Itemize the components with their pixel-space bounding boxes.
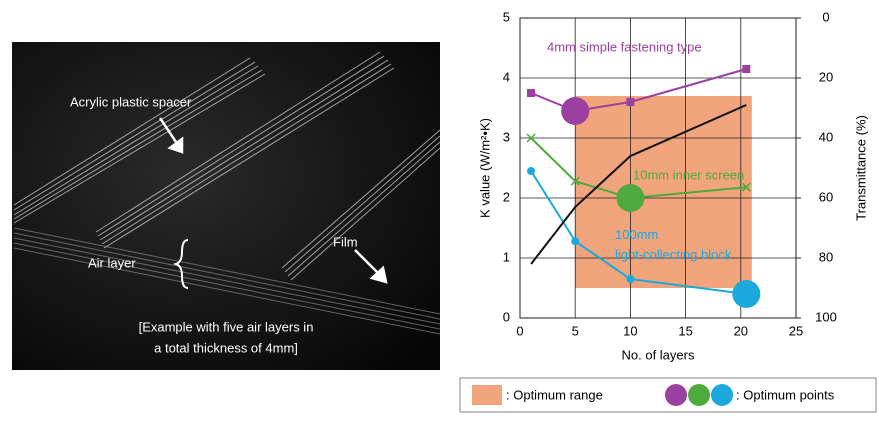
arrows <box>158 117 388 284</box>
legend-swatch <box>472 385 502 405</box>
x-tick-label: 20 <box>734 323 748 338</box>
legend-swatch <box>688 384 710 406</box>
y-tick-label: 0 <box>503 309 510 324</box>
chart: 0 5 10 15 20 25 0 1 2 3 4 5 0 20 40 60 80 100 No. of layer… <box>477 9 868 362</box>
x-tick-label: 5 <box>572 323 579 338</box>
marker <box>741 182 751 192</box>
series-line <box>530 68 747 113</box>
photo-label: Acrylic plastic spacer <box>70 94 192 109</box>
marker <box>571 237 580 246</box>
y-tick-label: 3 <box>503 129 510 144</box>
marker <box>526 133 536 143</box>
y-tick-label: 1 <box>503 249 510 264</box>
series-label-line: 100mm <box>615 227 658 242</box>
marker <box>570 176 580 186</box>
photo-label: Air layer <box>88 255 136 270</box>
optimum-range <box>575 96 752 288</box>
optimum-point <box>732 280 761 308</box>
photo-caption: a total thickness of 4mm] <box>154 340 298 355</box>
optimum-point <box>561 97 590 125</box>
y2-tick-label: 20 <box>819 69 833 84</box>
legend-swatch <box>711 384 733 406</box>
series-line <box>530 170 747 295</box>
y-tick-label: 2 <box>503 189 510 204</box>
y2-tick-label: 60 <box>819 189 833 204</box>
y2-axis-label: Transmittance (%) <box>853 115 868 221</box>
y2-tick-label: 100 <box>815 309 837 324</box>
marker <box>626 98 635 106</box>
y2-tick-label: 40 <box>819 129 833 144</box>
series-line <box>530 137 747 200</box>
marker <box>626 275 635 283</box>
series-label: 10mm inner screen <box>633 167 744 182</box>
y2-tick-label: 80 <box>819 249 833 264</box>
x-axis-label: No. of layers <box>622 347 695 362</box>
series-label: 4mm simple fastening type <box>547 39 702 54</box>
legend-label: : Optimum range <box>506 387 603 402</box>
spacers <box>13 51 441 281</box>
y-tick-label: 5 <box>503 9 510 24</box>
x-tick-label: 15 <box>678 323 692 338</box>
marker <box>527 89 536 97</box>
marker <box>742 65 751 73</box>
series-label: 100mm light-collecting block <box>615 227 732 262</box>
photo: Acrylic plastic spacer Air layer Film [E… <box>12 42 441 370</box>
plot-frame <box>519 17 797 319</box>
y2-tick-label: 0 <box>822 9 829 24</box>
x-tick-label: 25 <box>789 323 803 338</box>
films <box>13 227 441 335</box>
x-tick-label: 10 <box>623 323 637 338</box>
y-tick-label: 4 <box>503 69 510 84</box>
photo-caption: [Example with five air layers in <box>139 319 314 334</box>
optimum-point <box>616 184 645 212</box>
marker <box>527 167 536 175</box>
brace <box>172 239 189 289</box>
x-tick-label: 0 <box>516 323 523 338</box>
legend-swatch <box>665 384 687 406</box>
series-line <box>530 104 747 265</box>
y-axis-label: K value (W/m²•K) <box>477 118 492 218</box>
photo-label: Film <box>333 234 358 249</box>
series-label-line: light-collecting block <box>615 247 732 262</box>
legend-label: : Optimum points <box>736 387 835 402</box>
